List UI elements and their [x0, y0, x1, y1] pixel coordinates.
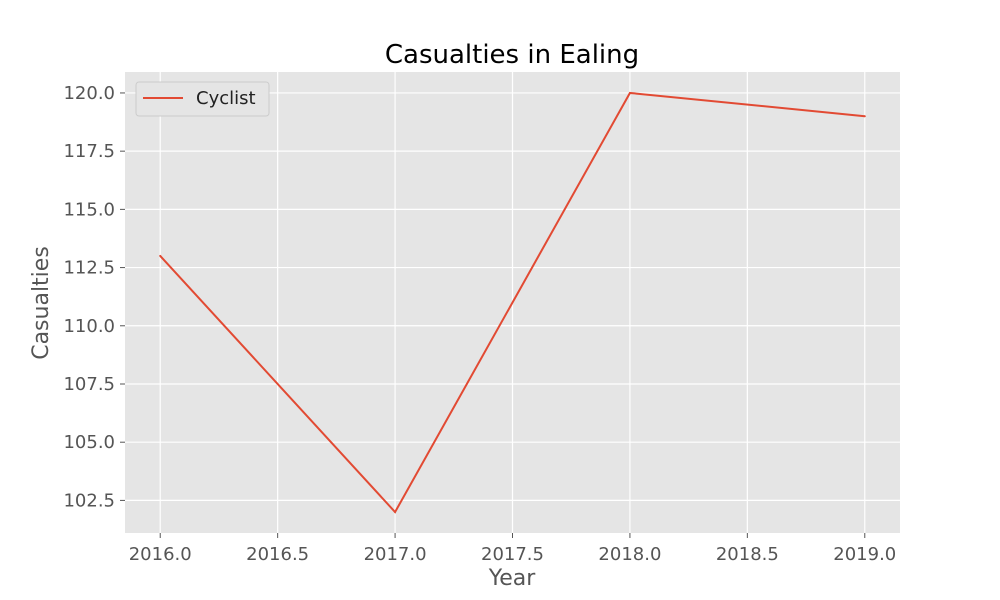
- y-axis-ticks: 102.5 105.0 107.5 110.0 112.5 115.0 117.5 120.0: [63, 83, 125, 511]
- x-tick-label: 2016.0: [129, 544, 192, 565]
- data-point: [394, 511, 397, 514]
- x-tick-label: 2018.5: [716, 544, 779, 565]
- x-axis-ticks: 2016.0 2016.5 2017.0 2017.5 2018.0 2018.5 2019…: [129, 533, 896, 565]
- grid-lines: [125, 72, 900, 533]
- y-tick-label: 102.5: [63, 490, 115, 511]
- y-tick-label: 112.5: [63, 258, 115, 279]
- legend-box: [135, 81, 270, 117]
- y-axis-label: Casualties: [29, 246, 54, 360]
- data-point: [628, 91, 631, 94]
- x-tick-label: 2019.0: [833, 544, 896, 565]
- y-tick-label: 105.0: [63, 432, 115, 453]
- y-tick-label: 115.0: [63, 199, 115, 220]
- data-point: [159, 254, 162, 257]
- y-tick-label: 117.5: [63, 141, 115, 162]
- legend-label-cyclist: Cyclist: [196, 88, 256, 109]
- y-tick-label: 110.0: [63, 316, 115, 337]
- x-tick-label: 2018.0: [598, 544, 661, 565]
- x-tick-label: 2017.0: [364, 544, 427, 565]
- data-point: [863, 115, 866, 118]
- x-tick-label: 2017.5: [481, 544, 544, 565]
- x-tick-label: 2016.5: [246, 544, 309, 565]
- series-layer: [159, 91, 866, 514]
- y-tick-label: 107.5: [63, 374, 115, 395]
- y-tick-label: 120.0: [63, 83, 115, 104]
- x-axis-label: Year: [488, 566, 537, 591]
- series-line-cyclist: [159, 91, 865, 514]
- chart-title: Casualties in Ealing: [385, 40, 639, 70]
- legend: Cyclist: [135, 81, 270, 117]
